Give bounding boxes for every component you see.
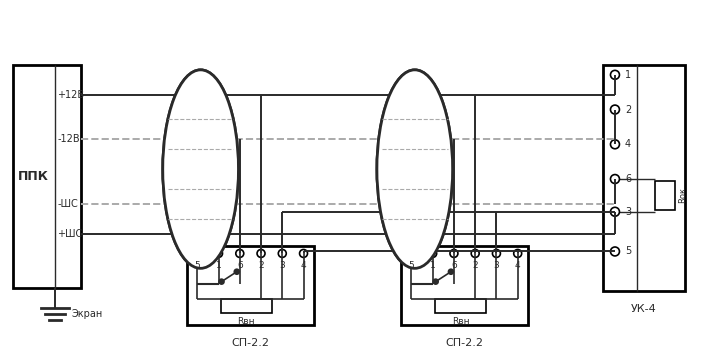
Circle shape	[278, 249, 286, 257]
Text: 4: 4	[301, 261, 306, 270]
Bar	[13, 65, 81, 288]
Bar	[435, 299, 486, 313]
Circle shape	[407, 249, 415, 257]
Ellipse shape	[163, 70, 239, 268]
Circle shape	[215, 249, 222, 257]
Text: 1: 1	[625, 70, 631, 80]
Bar	[654, 181, 675, 210]
Circle shape	[611, 70, 619, 79]
Text: 3: 3	[493, 261, 499, 270]
Text: 6: 6	[625, 174, 631, 184]
Text: 5: 5	[194, 261, 201, 270]
Text: -12В: -12В	[57, 134, 80, 145]
Text: 4: 4	[625, 139, 631, 149]
Bar	[186, 245, 314, 325]
Ellipse shape	[377, 70, 453, 268]
Bar	[603, 65, 685, 291]
Circle shape	[450, 249, 458, 257]
Circle shape	[257, 249, 265, 257]
Circle shape	[448, 269, 453, 274]
Text: +12В: +12В	[57, 90, 84, 100]
Text: Rвн: Rвн	[238, 317, 256, 327]
Circle shape	[611, 247, 619, 256]
Circle shape	[234, 269, 239, 274]
Circle shape	[611, 140, 619, 149]
Text: 1: 1	[215, 261, 222, 270]
Text: 6: 6	[237, 261, 243, 270]
Bar	[401, 245, 528, 325]
Text: -ШС: -ШС	[57, 199, 78, 209]
Text: СП-2.2: СП-2.2	[232, 338, 270, 348]
Text: 3: 3	[280, 261, 285, 270]
Text: 2: 2	[472, 261, 478, 270]
Text: 2: 2	[258, 261, 264, 270]
Circle shape	[611, 175, 619, 183]
Text: 1: 1	[430, 261, 436, 270]
Circle shape	[299, 249, 308, 257]
Circle shape	[493, 249, 501, 257]
Text: ППК: ППК	[18, 170, 49, 183]
Circle shape	[433, 279, 438, 284]
Circle shape	[236, 249, 244, 257]
Text: 5: 5	[409, 261, 414, 270]
Text: 6: 6	[451, 261, 457, 270]
Ellipse shape	[377, 70, 453, 268]
Bar	[220, 299, 273, 313]
Text: +ШС: +ШС	[57, 229, 83, 239]
Circle shape	[429, 249, 437, 257]
Text: 2: 2	[625, 104, 631, 115]
Text: УК-4: УК-4	[631, 304, 657, 314]
Circle shape	[611, 207, 619, 216]
Circle shape	[471, 249, 479, 257]
Text: СП-2.2: СП-2.2	[445, 338, 484, 348]
Circle shape	[219, 279, 224, 284]
Text: Rок: Rок	[678, 187, 687, 203]
Text: 4: 4	[515, 261, 520, 270]
Circle shape	[611, 105, 619, 114]
Text: Rвн: Rвн	[452, 317, 469, 327]
Text: 5: 5	[625, 246, 631, 257]
Ellipse shape	[163, 70, 239, 268]
Text: 3: 3	[625, 207, 631, 217]
Circle shape	[514, 249, 522, 257]
Circle shape	[193, 249, 201, 257]
Text: Экран: Экран	[71, 309, 102, 319]
